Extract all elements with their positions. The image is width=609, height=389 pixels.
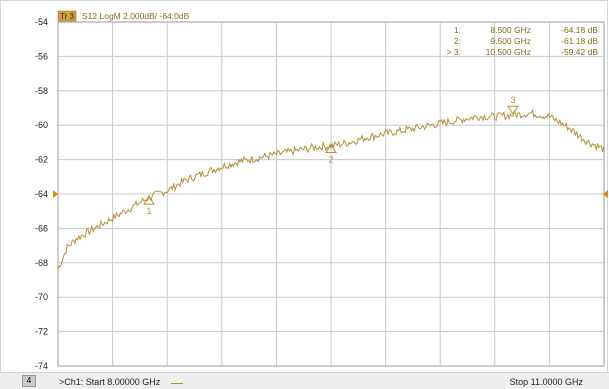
trace-chart: Tr 3 S12 LogM 2.000dB/ -64.0dB -54 -56 -58…: [35, 10, 608, 371]
y-tick-label: -66: [35, 223, 48, 233]
y-tick-label: -62: [35, 155, 48, 165]
y-tick-label: -64: [35, 189, 48, 199]
y-tick-label: -72: [35, 327, 48, 337]
reference-level-left-marker[interactable]: [53, 190, 58, 198]
trace-badge-box[interactable]: [57, 10, 77, 22]
marker-3: 3: [507, 95, 519, 116]
y-tick-label: -56: [35, 51, 48, 61]
y-tick-label: -60: [35, 120, 48, 130]
y-tick-label: -68: [35, 258, 48, 268]
start-frequency[interactable]: >Ch1: Start 8.00000 GHz: [59, 377, 161, 387]
trace-scale-text: S12 LogM 2.000dB/ -64.0dB: [82, 11, 190, 21]
marker-2-freq: 9.500 GHz: [490, 36, 531, 46]
y-tick-label: -74: [35, 361, 48, 371]
stop-frequency[interactable]: Stop 11.0000 GHz: [509, 377, 583, 387]
y-tick-label: -70: [35, 292, 48, 302]
marker-3-value: -59.42 dB: [561, 47, 598, 57]
marker-3-label: > 3:: [447, 47, 461, 57]
status-bar: 4 >Ch1: Start 8.00000 GHz Stop 11.0000 G…: [0, 372, 609, 389]
marker-triangle: [507, 105, 519, 116]
marker-1: 1: [143, 195, 155, 216]
marker-1-label: 1:: [454, 25, 461, 35]
marker-1-freq: 8.500 GHz: [490, 25, 531, 35]
marker-table: 1: 8.500 GHz -64.18 dB 2: 9.500 GHz -61.…: [447, 25, 599, 57]
marker-number: 2: [328, 154, 333, 164]
marker-2-value: -61.18 dB: [561, 36, 598, 46]
marker-number: 1: [146, 206, 151, 216]
marker-2: 2: [325, 143, 337, 164]
marker-2-label: 2:: [454, 36, 461, 46]
reference-level-right-marker[interactable]: [603, 190, 608, 198]
marker-3-freq: 10.500 GHz: [486, 47, 531, 57]
marker-1-value: -64.18 dB: [561, 25, 598, 35]
y-axis-ticks: -54 -56 -58 -60 -62 -64 -66 -68 -70 -72 -74: [35, 17, 48, 371]
y-tick-label: -58: [35, 86, 48, 96]
channel-badge[interactable]: 4: [22, 375, 36, 387]
trace-legend-line: [171, 383, 183, 384]
grid: [57, 21, 605, 367]
marker-triangle: [325, 143, 337, 153]
marker-triangle: [143, 195, 155, 205]
trace-badge: Tr 3: [60, 12, 74, 21]
marker-annotations: 1 2 3: [143, 95, 519, 216]
marker-number: 3: [510, 95, 515, 105]
y-tick-label: -54: [35, 17, 48, 27]
